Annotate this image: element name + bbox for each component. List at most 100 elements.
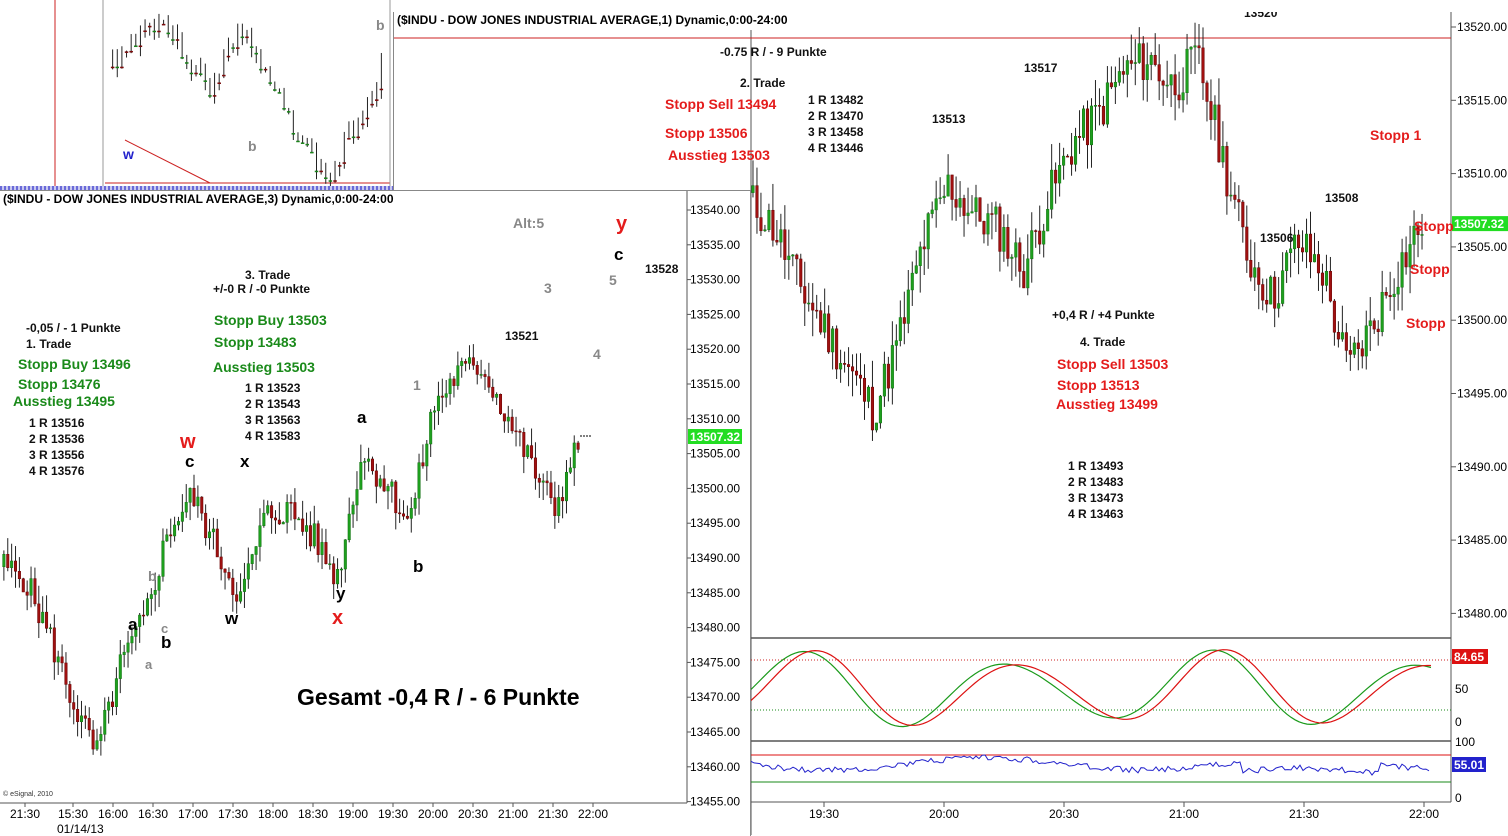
stoch-line-d xyxy=(750,649,1431,726)
annotation-r3: 3 R 13458 xyxy=(808,125,864,139)
candle-body xyxy=(337,165,342,167)
stoch-axis-label: 50 xyxy=(1455,682,1469,696)
candle-body xyxy=(487,376,491,388)
candle-body xyxy=(958,198,962,208)
candle-body xyxy=(300,142,305,144)
candle-body xyxy=(332,563,336,585)
price-label-13508: 13508 xyxy=(1325,191,1359,205)
candle-body xyxy=(87,718,91,731)
candle-body xyxy=(436,395,440,412)
candle-body xyxy=(464,361,468,364)
candle-body xyxy=(1277,303,1281,309)
candle-body xyxy=(297,518,301,521)
wave-label-Y: y xyxy=(616,213,628,235)
time-tick-label: 21:00 xyxy=(498,807,528,821)
candle-body xyxy=(126,642,130,653)
candle-body xyxy=(64,662,68,685)
candle-body xyxy=(541,480,545,483)
candle-body xyxy=(211,528,215,533)
annotation-stopp: Stopp 13506 xyxy=(665,125,748,141)
wave-label-b: b xyxy=(248,138,257,154)
annotation-trade-2: 2. Trade xyxy=(740,76,786,90)
candle-body xyxy=(208,531,212,539)
rsi-axis-label: 100 xyxy=(1455,735,1475,749)
candle-body xyxy=(1097,105,1101,107)
candle-body xyxy=(268,82,272,84)
candle-body xyxy=(351,504,355,515)
candle-body xyxy=(1034,230,1038,232)
candle-body xyxy=(111,701,115,707)
trade1-title: 1. Trade xyxy=(26,337,72,351)
candle-body xyxy=(319,170,323,173)
annotation-r4: 4 R 13446 xyxy=(808,141,864,155)
candle-body xyxy=(180,511,184,522)
candle-body xyxy=(196,496,200,507)
wave-label-x: x xyxy=(240,452,250,471)
candle-body xyxy=(576,442,580,450)
time-tick-label: 15:30 xyxy=(58,807,88,821)
candle-body xyxy=(982,221,986,235)
candle-body xyxy=(246,563,250,580)
candle-body xyxy=(145,598,149,616)
time-tick-label: 20:30 xyxy=(458,807,488,821)
annotation-r1: 1 R 13482 xyxy=(808,93,864,107)
wave-label-b: b xyxy=(376,17,385,33)
candle-body xyxy=(1233,194,1237,200)
candle-body xyxy=(333,180,337,182)
trade3-stopp-buy: Stopp Buy 13503 xyxy=(214,312,327,328)
candle-body xyxy=(324,542,328,565)
candle-body xyxy=(263,68,268,71)
candle-body xyxy=(1121,71,1125,75)
candle-body xyxy=(1316,254,1321,274)
candle-body xyxy=(994,206,998,215)
candle-body xyxy=(208,95,212,97)
candle-body xyxy=(249,46,254,48)
candle-body xyxy=(990,213,994,215)
wave-label-1: 1 xyxy=(413,377,421,393)
candle-body xyxy=(336,569,340,585)
price-tick-label: 13480.00 xyxy=(1457,606,1507,620)
candle-body xyxy=(1006,227,1010,259)
candle-body xyxy=(390,481,394,487)
candle-body xyxy=(1070,156,1074,165)
candle-body xyxy=(854,370,859,376)
window-splitter[interactable] xyxy=(0,186,395,190)
candle-body xyxy=(506,416,510,422)
candle-body xyxy=(1181,92,1185,101)
candle-body xyxy=(851,366,855,372)
candle-body xyxy=(6,554,10,568)
trade1-ausstieg: Ausstieg 13495 xyxy=(13,393,115,409)
candle-body xyxy=(1273,276,1277,309)
candle-body xyxy=(314,170,319,173)
wave-label-w: w xyxy=(225,609,239,628)
candle-body xyxy=(378,478,382,487)
candle-body xyxy=(1081,108,1086,138)
candle-body xyxy=(29,578,33,596)
price-label-13513: 13513 xyxy=(932,112,966,126)
candle-body xyxy=(1328,270,1332,302)
candle-body xyxy=(1161,80,1165,86)
candle-body xyxy=(99,734,103,741)
candle-body xyxy=(114,678,118,707)
candle-body xyxy=(1145,64,1149,80)
candle-body xyxy=(1010,256,1014,259)
candle-body xyxy=(72,702,76,710)
price-tick-label: 13520.00 xyxy=(1457,20,1507,34)
candle-body xyxy=(906,289,910,324)
annotation-stopp-truncated: Stopp 1 xyxy=(1370,127,1422,143)
wave-label-y: y xyxy=(336,584,346,603)
candle-body xyxy=(1324,270,1328,286)
candle-body xyxy=(561,497,565,502)
trade3-r3: 3 R 13563 xyxy=(245,413,301,427)
candle-body xyxy=(130,636,134,644)
candle-body xyxy=(1177,94,1181,101)
candle-body xyxy=(79,715,83,722)
annotation-trade4-r2: 2 R 13483 xyxy=(1068,475,1124,489)
candle-body xyxy=(1074,136,1078,165)
stoch-value-label: 84.65 xyxy=(1454,650,1484,664)
time-tick-label: 20:00 xyxy=(929,807,959,821)
candle-body xyxy=(938,197,942,199)
candle-body xyxy=(1137,43,1141,63)
candle-body xyxy=(429,411,433,445)
candle-body xyxy=(491,386,495,398)
